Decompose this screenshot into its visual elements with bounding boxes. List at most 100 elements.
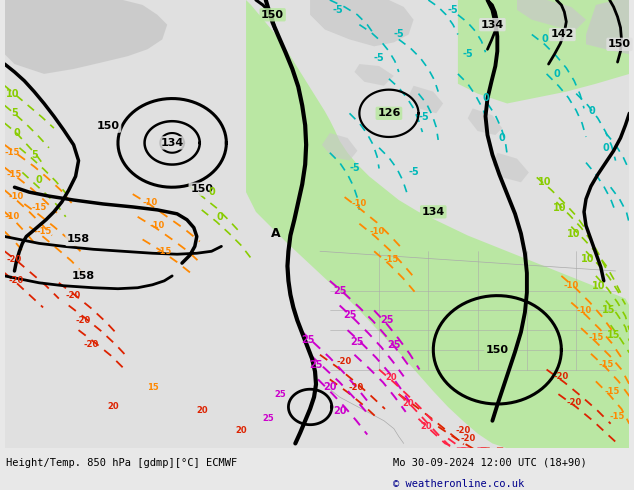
Polygon shape [586,0,630,54]
Text: -10: -10 [9,192,24,200]
Text: 0: 0 [482,93,489,102]
Polygon shape [310,0,413,47]
Text: Height/Temp. 850 hPa [gdmp][°C] ECMWF: Height/Temp. 850 hPa [gdmp][°C] ECMWF [6,458,238,468]
Polygon shape [493,153,529,182]
Text: -5: -5 [408,168,419,177]
Text: -15: -15 [588,334,604,343]
Polygon shape [517,0,586,29]
Text: 15: 15 [146,383,158,392]
Text: 0: 0 [553,69,560,79]
Text: 0: 0 [588,106,595,116]
Text: 15: 15 [607,330,620,340]
Text: -10: -10 [576,306,592,315]
Text: -10: -10 [564,281,579,290]
Text: -5: -5 [349,163,360,172]
Text: -5: -5 [448,5,458,15]
Text: -20: -20 [7,255,22,264]
Text: 25: 25 [309,360,323,369]
Text: 10: 10 [553,203,566,213]
Text: 25: 25 [333,286,346,295]
Text: 158: 158 [67,234,90,245]
Text: 0: 0 [216,212,223,222]
Text: -20: -20 [76,316,91,325]
Text: 126: 126 [377,108,401,118]
Text: 20: 20 [420,422,432,431]
Text: 20: 20 [235,426,247,435]
Text: Mo 30-09-2024 12:00 UTC (18+90): Mo 30-09-2024 12:00 UTC (18+90) [393,458,587,468]
Text: 150: 150 [96,121,120,131]
Text: 134: 134 [422,207,445,217]
Text: 5: 5 [31,150,37,160]
Text: 15: 15 [602,305,616,316]
Text: © weatheronline.co.uk: © weatheronline.co.uk [393,479,524,489]
Text: -20: -20 [460,434,476,443]
Text: 150: 150 [608,39,631,49]
Text: 20: 20 [107,402,119,412]
Text: -15: -15 [610,412,625,421]
Text: 134: 134 [481,20,504,29]
Text: -20: -20 [567,397,582,407]
Text: -10: -10 [370,227,385,236]
Text: -5: -5 [418,112,429,122]
Text: 25: 25 [263,414,275,423]
Text: 25: 25 [343,310,356,320]
Text: A: A [271,227,280,240]
Text: 20: 20 [403,398,415,408]
Text: -10: -10 [143,197,158,206]
Text: -15: -15 [5,148,20,157]
Text: 150: 150 [190,184,213,194]
Text: -10: -10 [352,199,367,208]
Text: -15: -15 [383,255,399,264]
Text: 5: 5 [11,108,18,118]
Text: 158: 158 [72,271,95,281]
Text: 10: 10 [592,281,605,291]
Text: 0: 0 [499,133,506,143]
Text: -20: -20 [84,341,99,349]
Polygon shape [468,108,502,135]
Text: -15: -15 [598,360,614,369]
Text: -20: -20 [66,291,81,300]
Text: 20: 20 [385,373,397,382]
Polygon shape [409,86,443,113]
Text: 25: 25 [351,337,364,347]
Text: 25: 25 [275,390,287,399]
Text: 150: 150 [261,10,284,20]
Polygon shape [458,0,630,103]
Text: 10: 10 [6,89,19,98]
Text: 0: 0 [208,187,215,197]
Text: -15: -15 [157,247,172,256]
Text: -20: -20 [337,357,353,366]
Polygon shape [4,0,167,74]
Text: 134: 134 [160,138,184,148]
Text: 10: 10 [538,177,552,187]
Text: 20: 20 [333,406,346,416]
Text: 142: 142 [551,29,574,40]
Text: -20: -20 [455,426,470,435]
Text: 0: 0 [602,143,609,153]
Text: 0: 0 [541,34,548,45]
Text: -5: -5 [394,29,404,40]
Text: 25: 25 [380,315,394,325]
Text: 25: 25 [301,335,315,345]
Text: -10: -10 [5,212,20,221]
Text: 0: 0 [36,175,42,185]
Text: -15: -15 [32,203,47,213]
Text: -15: -15 [36,227,52,236]
Text: -15: -15 [7,170,22,179]
Text: 20: 20 [196,406,207,416]
Text: 25: 25 [387,340,401,350]
Polygon shape [246,0,630,448]
Text: -15: -15 [605,387,620,396]
Text: -20: -20 [553,372,569,381]
Text: 0: 0 [13,128,20,138]
Text: -5: -5 [462,49,473,59]
Text: -5: -5 [373,53,384,63]
Text: -10: -10 [150,221,165,230]
Text: -5: -5 [332,5,343,15]
Text: -20: -20 [349,383,364,392]
Text: 150: 150 [486,345,509,355]
Text: 20: 20 [323,382,337,392]
Text: 10: 10 [581,254,595,264]
Polygon shape [322,133,358,161]
Text: 10: 10 [567,228,581,239]
